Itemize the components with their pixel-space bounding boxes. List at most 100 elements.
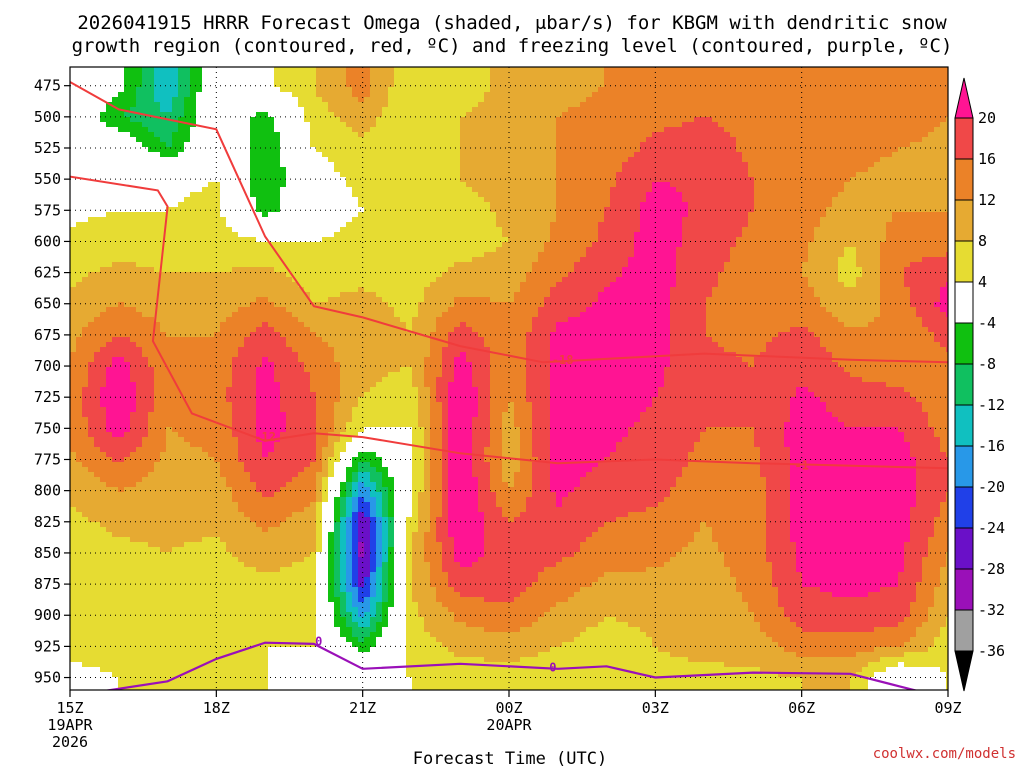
omega-cell	[100, 622, 107, 628]
omega-cell	[154, 447, 161, 453]
omega-cell	[262, 657, 269, 663]
omega-cell	[148, 357, 155, 363]
omega-cell	[238, 272, 245, 278]
omega-cell	[166, 442, 173, 448]
omega-cell	[148, 112, 155, 118]
omega-cell	[154, 147, 161, 153]
omega-cell	[250, 652, 257, 658]
omega-cell	[298, 437, 305, 443]
omega-cell	[106, 207, 113, 213]
omega-cell	[220, 102, 227, 108]
omega-cell	[220, 237, 227, 243]
omega-cell	[190, 662, 197, 668]
omega-cell	[76, 387, 83, 393]
omega-cell	[208, 452, 215, 458]
omega-cell	[82, 492, 89, 498]
omega-cell	[88, 367, 95, 373]
omega-cell	[130, 252, 137, 258]
omega-cell	[304, 557, 311, 563]
omega-cell	[262, 387, 269, 393]
omega-cell	[202, 567, 209, 573]
omega-cell	[226, 197, 233, 203]
omega-cell	[250, 512, 257, 518]
omega-cell	[304, 347, 311, 353]
omega-cell	[262, 102, 269, 108]
omega-cell	[208, 502, 215, 508]
omega-cell	[256, 607, 263, 613]
omega-cell	[112, 382, 119, 388]
omega-cell	[214, 97, 221, 103]
omega-cell	[226, 367, 233, 373]
omega-cell	[238, 377, 245, 383]
omega-cell	[112, 412, 119, 418]
omega-cell	[226, 92, 233, 98]
omega-cell	[94, 107, 101, 113]
omega-cell	[292, 592, 299, 598]
omega-cell	[172, 617, 179, 623]
omega-cell	[226, 392, 233, 398]
omega-cell	[112, 442, 119, 448]
omega-cell	[106, 112, 113, 118]
omega-cell	[208, 302, 215, 308]
omega-cell	[214, 382, 221, 388]
omega-cell	[172, 542, 179, 548]
omega-cell	[166, 647, 173, 653]
omega-cell	[190, 472, 197, 478]
omega-cell	[88, 317, 95, 323]
omega-cell	[88, 337, 95, 343]
omega-cell	[202, 72, 209, 78]
omega-cell	[298, 372, 305, 378]
omega-cell	[244, 387, 251, 393]
omega-cell	[280, 467, 287, 473]
omega-cell	[202, 477, 209, 483]
omega-cell	[160, 77, 167, 83]
omega-cell	[298, 117, 305, 123]
omega-cell	[166, 447, 173, 453]
omega-cell	[82, 627, 89, 633]
omega-cell	[148, 387, 155, 393]
omega-cell	[118, 482, 125, 488]
omega-cell	[214, 152, 221, 158]
omega-cell	[274, 287, 281, 293]
omega-cell	[124, 427, 131, 433]
omega-cell	[118, 552, 125, 558]
omega-cell	[196, 97, 203, 103]
omega-cell	[262, 537, 269, 543]
omega-cell	[178, 457, 185, 463]
omega-cell	[304, 567, 311, 573]
omega-cell	[130, 332, 137, 338]
omega-cell	[172, 677, 179, 683]
omega-cell	[112, 272, 119, 278]
omega-cell	[184, 302, 191, 308]
omega-cell	[292, 482, 299, 488]
omega-cell	[244, 357, 251, 363]
omega-cell	[250, 607, 257, 613]
omega-cell	[118, 152, 125, 158]
omega-cell	[244, 347, 251, 353]
omega-cell	[268, 372, 275, 378]
omega-cell	[142, 287, 149, 293]
omega-cell	[250, 187, 257, 193]
omega-cell	[88, 492, 95, 498]
omega-cell	[256, 432, 263, 438]
omega-cell	[208, 277, 215, 283]
omega-cell	[292, 487, 299, 493]
omega-cell	[238, 237, 245, 243]
omega-cell	[274, 107, 281, 113]
omega-cell	[76, 412, 83, 418]
omega-cell	[136, 392, 143, 398]
omega-cell	[280, 347, 287, 353]
omega-cell	[226, 512, 233, 518]
omega-cell	[196, 657, 203, 663]
omega-cell	[304, 192, 311, 198]
omega-cell	[154, 112, 161, 118]
omega-cell	[184, 242, 191, 248]
omega-cell	[148, 162, 155, 168]
omega-cell	[70, 517, 77, 523]
omega-cell	[214, 227, 221, 233]
omega-cell	[70, 477, 77, 483]
omega-cell	[298, 352, 305, 358]
omega-cell	[154, 132, 161, 138]
omega-cell	[214, 367, 221, 373]
omega-cell	[262, 467, 269, 473]
